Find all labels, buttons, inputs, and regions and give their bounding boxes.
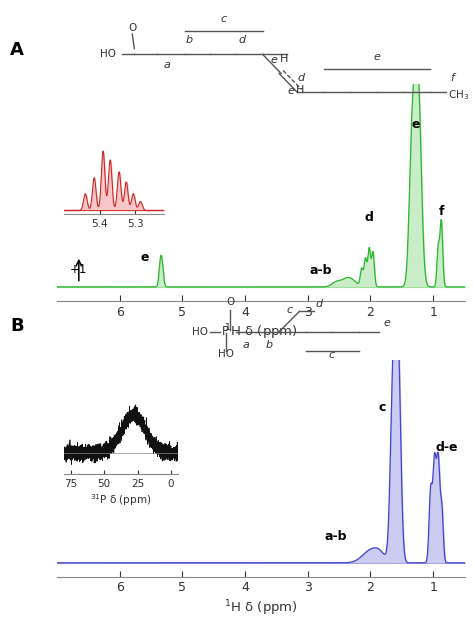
Text: e: e [411, 118, 420, 131]
Text: A: A [10, 42, 24, 60]
Text: a: a [243, 340, 250, 350]
Text: f: f [438, 205, 444, 218]
Text: c: c [329, 350, 335, 360]
X-axis label: $^{1}$H δ (ppm): $^{1}$H δ (ppm) [224, 599, 298, 618]
Text: a: a [164, 60, 170, 69]
Text: O: O [128, 22, 137, 33]
Text: H: H [289, 85, 305, 95]
Text: e: e [271, 55, 278, 65]
Text: c: c [221, 14, 227, 24]
Text: e: e [140, 251, 149, 264]
Text: d: d [365, 211, 374, 224]
Text: c: c [378, 401, 385, 414]
Text: d: d [316, 299, 323, 309]
Text: a-b: a-b [325, 531, 347, 544]
Text: B: B [10, 317, 24, 335]
Text: e: e [287, 86, 294, 96]
Text: d-e: d-e [436, 441, 458, 454]
Text: d: d [239, 35, 246, 45]
Text: f: f [450, 73, 454, 82]
Text: O: O [226, 297, 234, 307]
Text: H: H [273, 54, 288, 64]
Text: b: b [186, 35, 193, 45]
Text: +1: +1 [70, 264, 87, 276]
Text: P: P [222, 326, 229, 339]
Text: HO: HO [100, 50, 116, 60]
Text: HO: HO [191, 327, 208, 337]
Text: a-b: a-b [309, 264, 331, 277]
Text: e: e [374, 52, 380, 62]
Text: b: b [265, 340, 273, 350]
Text: d: d [298, 73, 305, 82]
Text: CH$_3$: CH$_3$ [448, 88, 469, 102]
X-axis label: $^{1}$H δ (ppm): $^{1}$H δ (ppm) [224, 323, 298, 342]
Text: e: e [383, 318, 390, 328]
Text: HO: HO [218, 348, 234, 359]
Text: c: c [286, 305, 292, 315]
X-axis label: $^{31}$P δ (ppm): $^{31}$P δ (ppm) [90, 492, 152, 508]
